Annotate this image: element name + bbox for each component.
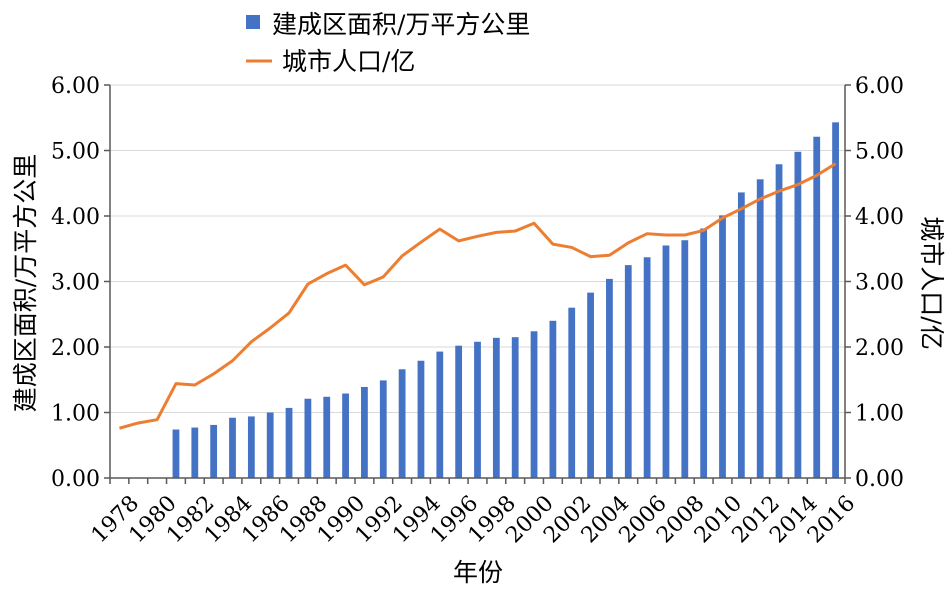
bar xyxy=(285,407,293,478)
bar xyxy=(323,396,331,478)
bar xyxy=(756,179,764,478)
y-axis-title-left: 建成区面积/万平方公里 xyxy=(11,154,40,412)
bar xyxy=(606,278,613,478)
y-tick-label-right: 1.00 xyxy=(855,402,904,427)
bar xyxy=(643,257,651,478)
y-tick-label-left: 0.00 xyxy=(51,467,100,492)
bar xyxy=(398,369,406,478)
bar xyxy=(700,228,708,478)
y-tick-label-left: 2.00 xyxy=(51,336,100,361)
legend: 建成区面积/万平方公里 城市人口/亿 xyxy=(246,10,530,76)
bar xyxy=(455,345,463,478)
bar xyxy=(379,380,387,478)
y-tick-label-right: 2.00 xyxy=(855,336,904,361)
bar xyxy=(737,192,745,479)
bar xyxy=(266,412,274,478)
bar xyxy=(530,331,538,478)
bar xyxy=(172,429,180,478)
city-population-line xyxy=(119,162,837,430)
bar xyxy=(304,398,312,478)
legend-label-line: 城市人口/亿 xyxy=(282,47,415,76)
bar xyxy=(474,341,481,478)
line-series xyxy=(119,162,837,430)
axes xyxy=(104,84,851,484)
bar xyxy=(210,424,218,478)
bar xyxy=(794,151,802,478)
legend-swatch-bars xyxy=(246,15,260,29)
bar xyxy=(191,427,199,478)
bar xyxy=(492,337,500,478)
bar xyxy=(361,386,368,478)
y-tick-label-left: 4.00 xyxy=(51,205,100,230)
bar xyxy=(813,136,821,478)
bar-series xyxy=(172,122,839,479)
y-tick-label-right: 6.00 xyxy=(855,74,904,99)
y-tick-label-right: 5.00 xyxy=(855,140,904,165)
bar xyxy=(681,240,689,478)
y-axis-title-right: 城市人口/亿 xyxy=(917,216,946,349)
bar xyxy=(247,416,255,478)
bar xyxy=(549,320,557,478)
bar xyxy=(775,164,783,478)
bar xyxy=(587,292,594,478)
bar xyxy=(624,265,632,478)
bar xyxy=(436,351,444,478)
bar xyxy=(568,307,576,478)
y-tick-label-left: 3.00 xyxy=(51,271,100,296)
y-tick-label-left: 6.00 xyxy=(51,74,100,99)
y-tick-label-left: 5.00 xyxy=(51,140,100,165)
y-tick-label-right: 0.00 xyxy=(855,467,904,492)
bar xyxy=(662,245,670,478)
bar xyxy=(719,215,726,478)
bar xyxy=(229,417,236,478)
bar xyxy=(342,393,349,478)
y-tick-label-right: 4.00 xyxy=(855,205,904,230)
y-tick-label-right: 3.00 xyxy=(855,271,904,296)
bar xyxy=(511,337,519,478)
bar xyxy=(832,122,839,479)
y-tick-label-left: 1.00 xyxy=(51,402,100,427)
legend-label-bars: 建成区面积/万平方公里 xyxy=(272,10,530,39)
x-axis-title: 年份 xyxy=(453,558,503,587)
bar xyxy=(417,360,425,478)
